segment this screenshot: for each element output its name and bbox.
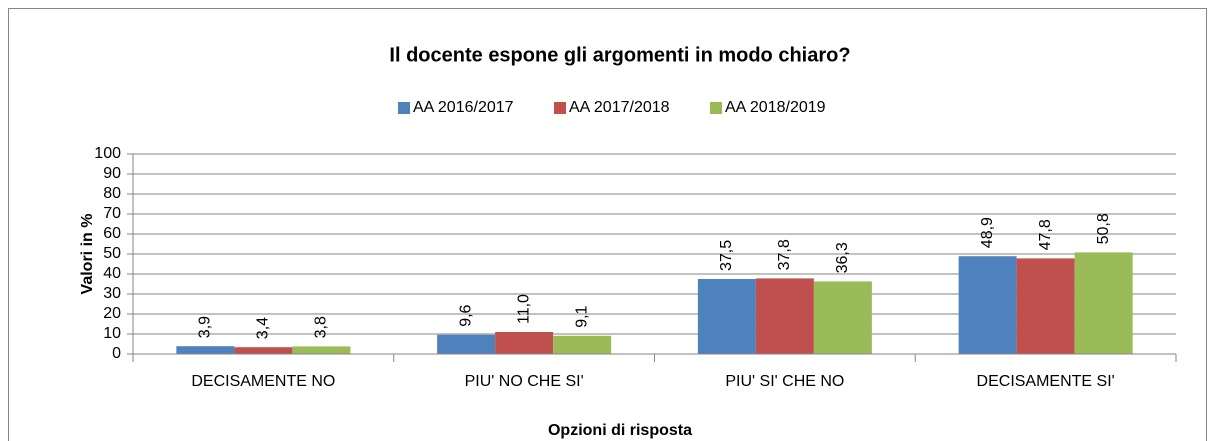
value-label: 3,9: [197, 316, 214, 338]
y-tick-label: 70: [103, 205, 121, 222]
legend-swatch: [554, 102, 566, 114]
legend-label: AA 2016/2017: [413, 99, 514, 116]
bar: [958, 256, 1017, 354]
bar: [553, 335, 612, 354]
legend-swatch: [398, 102, 410, 114]
y-tick-label: 40: [103, 265, 121, 282]
y-tick-label: 30: [103, 285, 121, 302]
value-label: 36,3: [834, 242, 851, 273]
y-tick-label: 90: [103, 165, 121, 182]
x-tick-label: PIU' SI' CHE NO: [725, 373, 844, 390]
bar: [1074, 252, 1133, 354]
y-tick-label: 20: [103, 305, 121, 322]
bar: [176, 346, 235, 354]
value-label: 37,5: [718, 240, 735, 271]
bar: [495, 332, 554, 354]
legend-label: AA 2018/2019: [725, 99, 826, 116]
bar: [755, 278, 814, 354]
chart-title: Il docente espone gli argomenti in modo …: [389, 44, 850, 66]
bar: [292, 346, 351, 354]
value-label: 9,1: [573, 305, 590, 327]
legend-label: AA 2017/2018: [569, 99, 670, 116]
value-label: 47,8: [1037, 219, 1054, 250]
bar: [437, 334, 496, 354]
chart-border: [8, 8, 1207, 441]
bar: [697, 279, 756, 354]
x-tick-label: PIU' NO CHE SI': [465, 373, 584, 390]
y-tick-label: 60: [103, 225, 121, 242]
value-label: 11,0: [515, 294, 532, 324]
x-axis-title: Opzioni di risposta: [548, 422, 692, 439]
value-label: 48,9: [979, 217, 996, 248]
value-label: 3,8: [313, 316, 330, 338]
value-label: 9,6: [457, 304, 474, 326]
bar: [813, 281, 872, 354]
value-label: 37,8: [776, 239, 793, 270]
legend-swatch: [710, 102, 722, 114]
y-tick-label: 10: [103, 325, 121, 342]
x-tick-label: DECISAMENTE NO: [191, 373, 335, 390]
bar: [1016, 258, 1075, 354]
y-tick-label: 50: [103, 245, 121, 262]
bar: [234, 347, 293, 354]
y-axis-title: Valori in %: [79, 214, 96, 295]
y-tick-label: 0: [112, 345, 121, 362]
x-tick-label: DECISAMENTE SI': [977, 373, 1115, 390]
value-label: 3,4: [255, 317, 272, 339]
y-tick-label: 100: [94, 145, 121, 162]
value-label: 50,8: [1095, 213, 1112, 244]
y-tick-label: 80: [103, 185, 121, 202]
